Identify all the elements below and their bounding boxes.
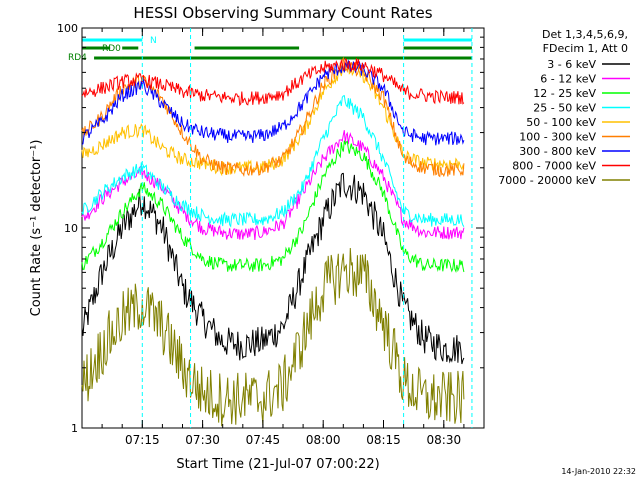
- axes: 1 10 100 07:15 07:30 07:45 08:00 08:15 08:30: [57, 22, 485, 447]
- flag-label: N: [150, 36, 157, 46]
- y-tick-label: 10: [64, 222, 78, 235]
- observing-flags: N RD0 RD4: [68, 36, 472, 63]
- series-line: [81, 247, 465, 427]
- series-line: [81, 59, 465, 146]
- legend-entry-label: 3 - 6 keV: [547, 58, 596, 71]
- legend-entry-label: 12 - 25 keV: [533, 87, 596, 100]
- x-tick-label: 08:00: [306, 433, 341, 447]
- flag-label: RD0: [102, 44, 121, 54]
- legend-entry-label: 50 - 100 keV: [526, 116, 596, 129]
- chart-title: HESSI Observing Summary Count Rates: [133, 4, 432, 22]
- flag-label: RD4: [68, 53, 87, 63]
- legend-entry-label: 7000 - 20000 keV: [498, 174, 596, 187]
- legend-header: FDecim 1, Att 0: [543, 42, 628, 55]
- x-tick-label: 07:30: [185, 433, 220, 447]
- x-tick-label: 07:45: [246, 433, 281, 447]
- x-tick-label: 07:15: [125, 433, 160, 447]
- series-line: [81, 130, 465, 240]
- legend-entry-label: 25 - 50 keV: [533, 102, 596, 115]
- series-line: [81, 172, 465, 365]
- vertical-markers: [141, 28, 473, 428]
- series-line: [81, 56, 465, 178]
- legend-entry-label: 100 - 300 keV: [519, 131, 596, 144]
- footer-date: 14-Jan-2010 22:32: [561, 467, 636, 476]
- y-tick-label: 100: [57, 22, 78, 35]
- legend: Det 1,3,4,5,6,9,FDecim 1, Att 0 3 - 6 keV…: [498, 28, 630, 187]
- series-line: [81, 94, 465, 228]
- legend-entry-label: 6 - 12 keV: [540, 73, 596, 86]
- x-axis-label: Start Time (21-Jul-07 07:00:22): [176, 457, 379, 472]
- x-tick-label: 08:15: [366, 433, 401, 447]
- x-tick-label: 08:30: [427, 433, 462, 447]
- y-axis-label: Count Rate (s⁻¹ detector⁻¹): [29, 140, 44, 317]
- legend-entry-label: 800 - 7000 keV: [512, 160, 596, 173]
- series-lines: [81, 56, 465, 427]
- series-line: [81, 57, 465, 107]
- legend-entry-label: 300 - 800 keV: [519, 145, 596, 158]
- series-line: [81, 140, 465, 273]
- legend-header: Det 1,3,4,5,6,9,: [542, 28, 628, 41]
- y-tick-label: 1: [71, 422, 78, 435]
